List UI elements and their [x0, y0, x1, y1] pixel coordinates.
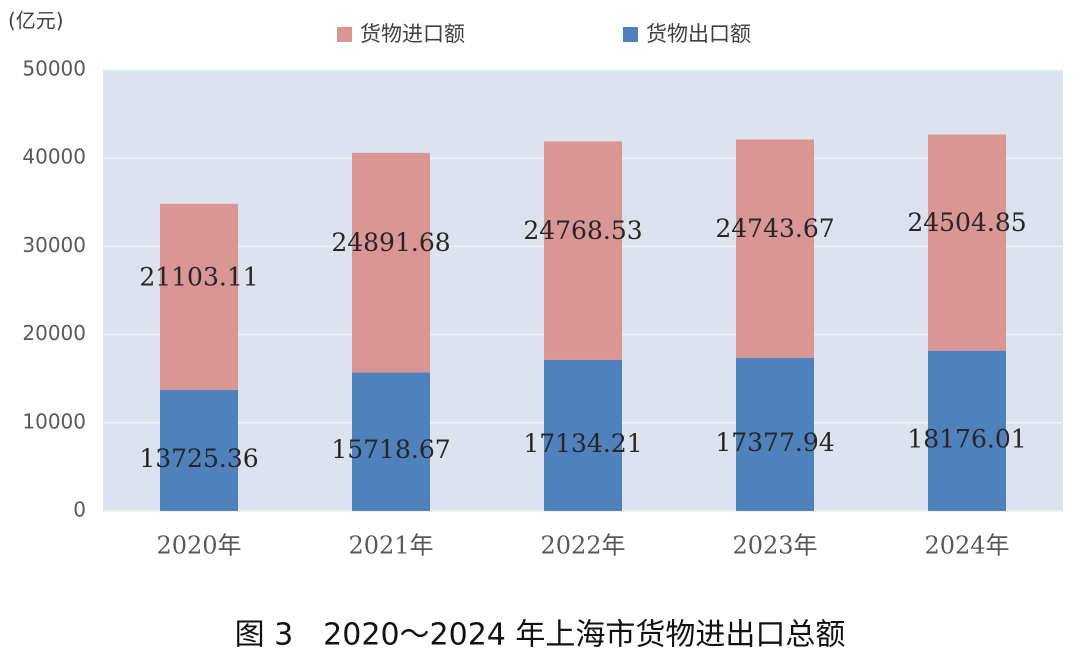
legend-label: 货物进口额: [360, 22, 465, 46]
x-tick-label: 2022年: [540, 532, 625, 560]
data-label: 17134.21: [523, 429, 642, 458]
bar-segment: [352, 152, 430, 373]
y-tick-label: 0: [73, 498, 86, 522]
data-label: 13725.36: [139, 444, 258, 473]
bar-segment: [928, 134, 1006, 351]
x-tick-label: 2023年: [732, 532, 817, 560]
bar-segment: [352, 372, 430, 511]
bar-segment: [544, 359, 622, 511]
y-tick-label: 10000: [22, 409, 86, 433]
data-label: 24891.68: [331, 228, 450, 257]
y-tick-label: 30000: [22, 233, 86, 257]
data-label: 24768.53: [523, 216, 642, 245]
data-label: 24743.67: [715, 214, 834, 243]
bar-segment: [544, 141, 622, 360]
bar-segment: [160, 203, 238, 390]
y-tick-label: 50000: [22, 57, 86, 81]
x-tick-label: 2021年: [348, 532, 433, 560]
bar-segment: [736, 357, 814, 511]
data-label: 21103.11: [139, 262, 258, 291]
bar-segment: [736, 139, 814, 358]
bar-segment: [160, 389, 238, 511]
data-label: 18176.01: [907, 424, 1026, 453]
data-label: 15718.67: [331, 435, 450, 464]
data-label: 17377.94: [715, 428, 834, 457]
legend-swatch: [337, 27, 352, 42]
x-tick-label: 2020年: [156, 532, 241, 560]
legend-label: 货物出口额: [646, 22, 751, 46]
chart-title: 图 3 2020～2024 年上海市货物进出口总额: [235, 618, 846, 653]
y-tick-label: 20000: [22, 321, 86, 345]
y-axis-label: (亿元): [8, 9, 64, 33]
x-tick-label: 2024年: [924, 532, 1009, 560]
legend-swatch: [623, 27, 638, 42]
data-label: 24504.85: [907, 208, 1026, 237]
bar-segment: [928, 350, 1006, 511]
y-tick-label: 40000: [22, 145, 86, 169]
